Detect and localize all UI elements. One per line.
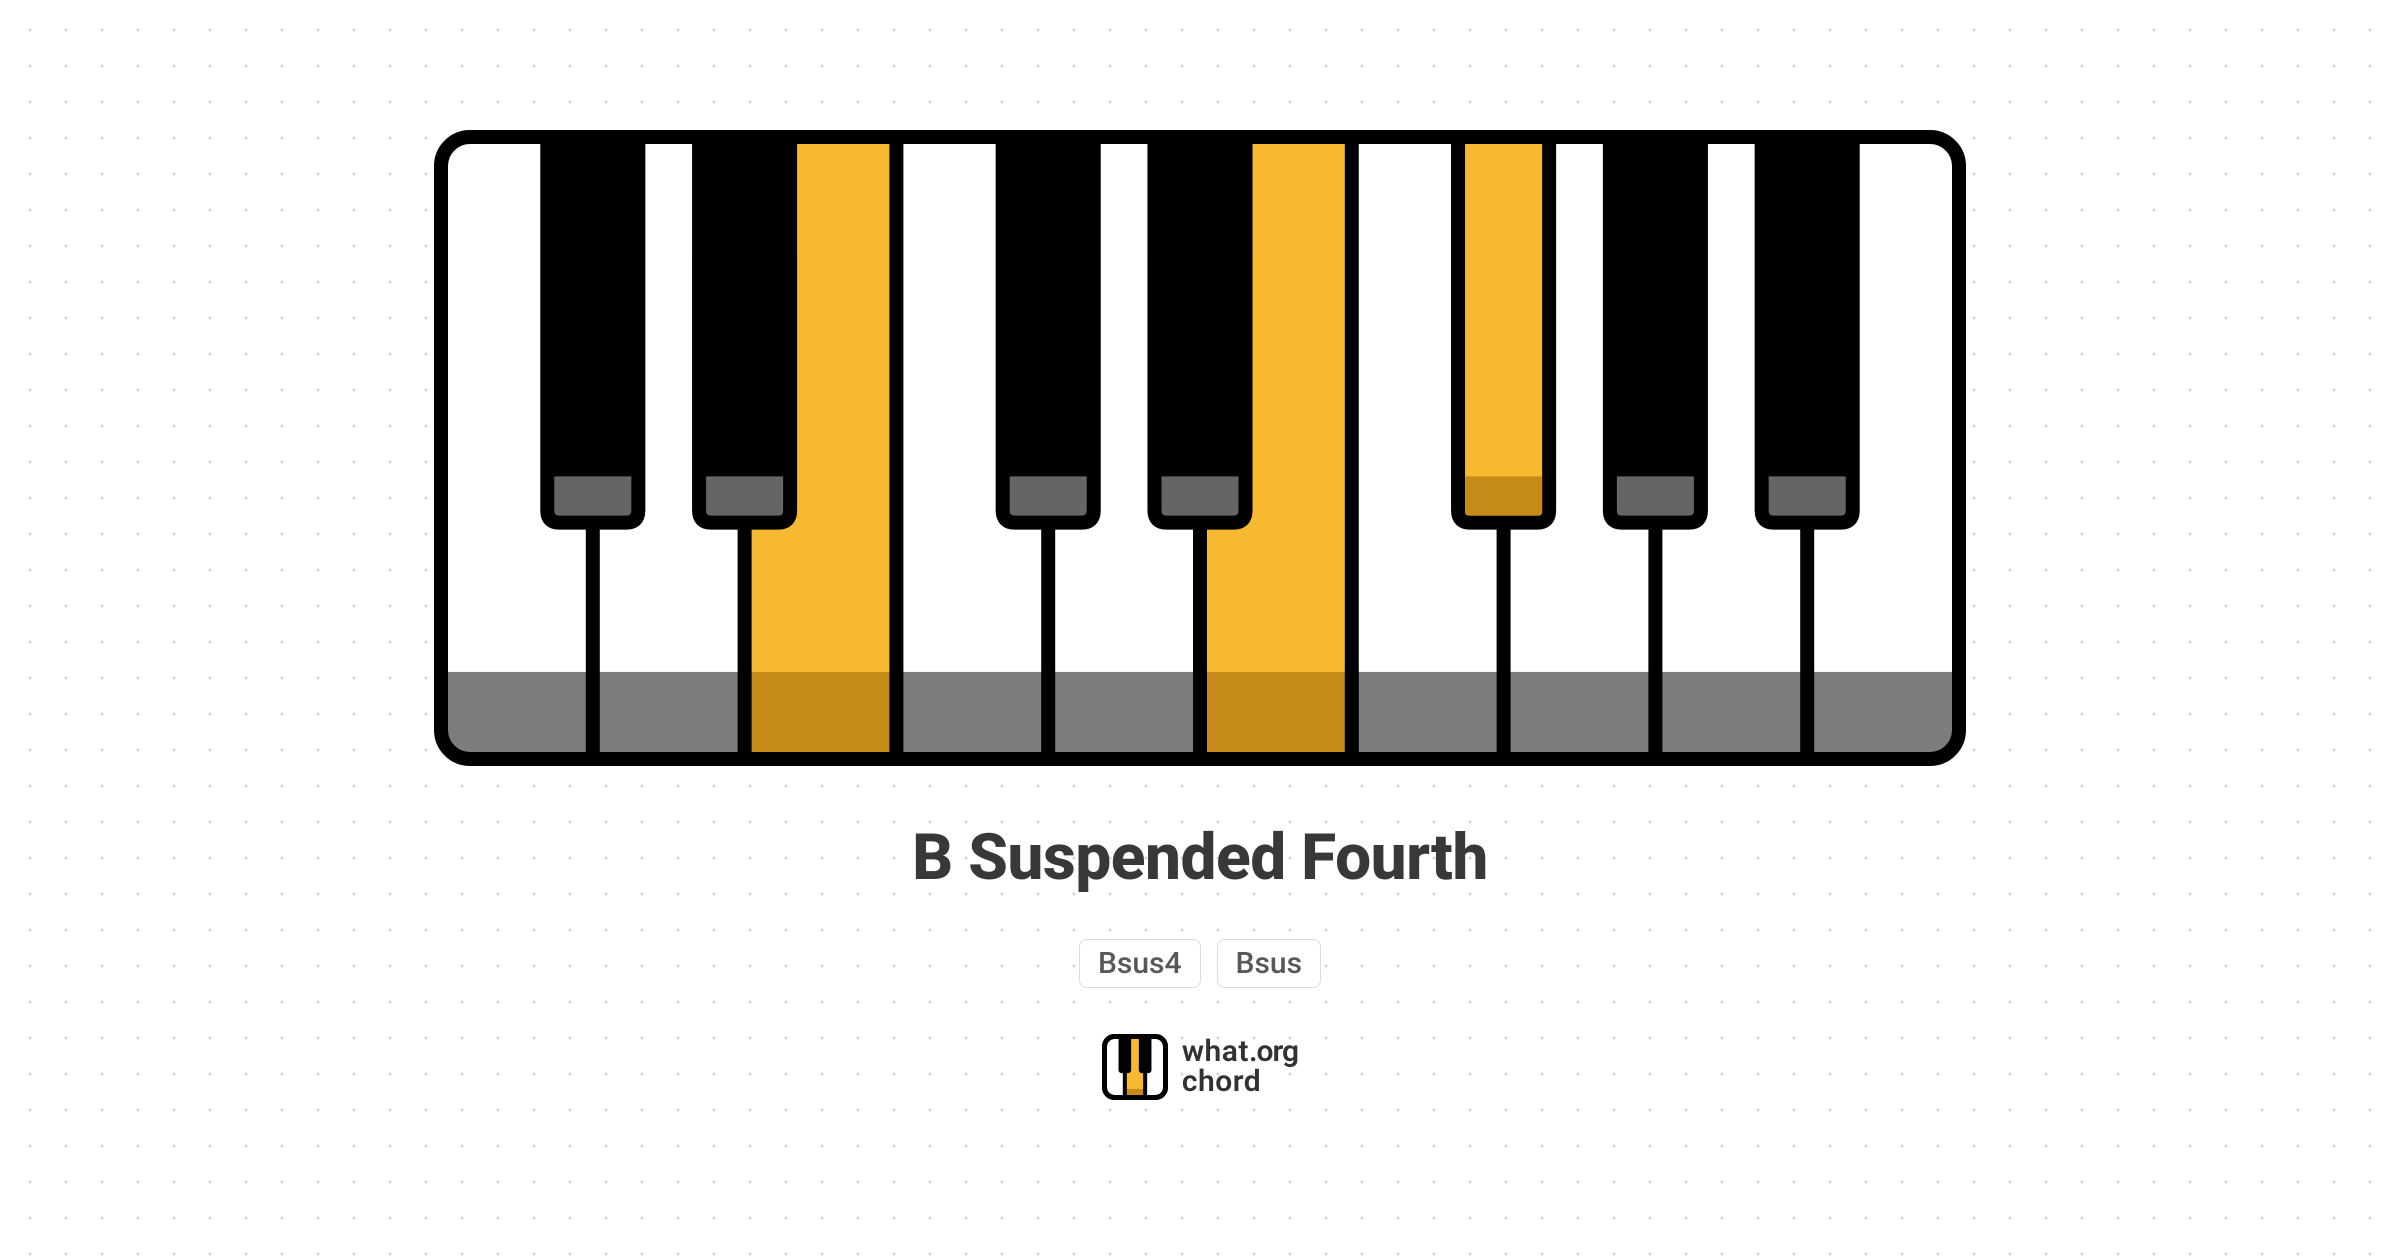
piano-keyboard-svg bbox=[434, 130, 1966, 766]
logo-icon bbox=[1102, 1034, 1168, 1100]
chord-symbol-badge: Bsus4 bbox=[1079, 939, 1201, 988]
piano-keyboard bbox=[434, 130, 1966, 766]
site-logo: what.org chord bbox=[1102, 1034, 1298, 1100]
chord-symbol-badge: Bsus bbox=[1217, 939, 1322, 988]
chord-title: B Suspended Fourth bbox=[912, 820, 1488, 895]
logo-word-chord: chord bbox=[1182, 1067, 1298, 1097]
chord-symbol-badges: Bsus4 Bsus bbox=[1079, 939, 1321, 988]
logo-text: what.org chord bbox=[1182, 1037, 1298, 1097]
